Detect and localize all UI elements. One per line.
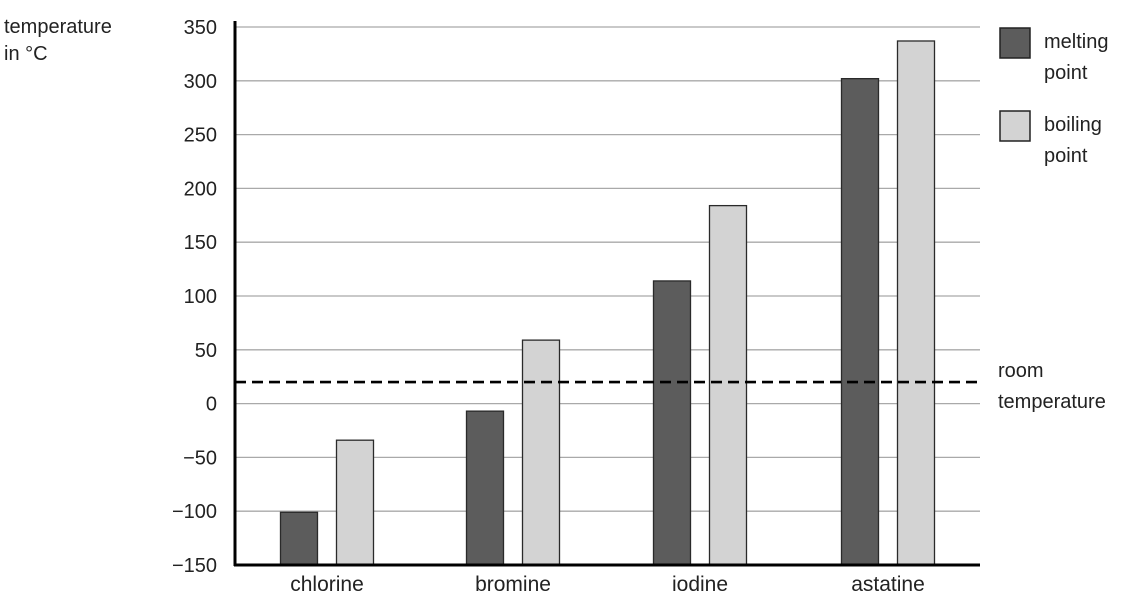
y-tick-label: 150 — [184, 232, 217, 254]
y-tick-label: 100 — [184, 286, 217, 308]
y-axis-label-line-2: in °C — [4, 43, 48, 65]
y-tick-label: 200 — [184, 178, 217, 200]
bar-melting-bromine — [465, 410, 505, 566]
legend-label-melting-line-1: melting — [1044, 31, 1108, 53]
bar-boiling-chlorine — [335, 439, 375, 566]
y-tick-label: −50 — [183, 447, 217, 469]
y-tick-labels: 350 300 250 200 150 100 50 0 −50 −100 −150 — [172, 17, 217, 577]
bar-melting-astatine — [840, 77, 880, 566]
y-tick-label: 50 — [195, 340, 217, 362]
x-category-label: bromine — [475, 573, 551, 596]
bar-boiling-astatine — [896, 40, 936, 566]
y-tick-label: 0 — [206, 394, 217, 416]
bar-boiling-bromine — [521, 339, 561, 566]
y-tick-label: −100 — [172, 501, 217, 523]
legend-label-boiling-line-1: boiling — [1044, 114, 1102, 136]
x-category-label: astatine — [851, 573, 925, 596]
bar-melting-chlorine — [279, 511, 319, 566]
y-tick-label: −150 — [172, 555, 217, 577]
y-axis-label-line-1: temperature — [4, 16, 112, 38]
x-category-label: iodine — [672, 573, 728, 596]
bar-melting-iodine — [652, 280, 692, 566]
legend-label-boiling-line-2: point — [1044, 145, 1088, 167]
y-tick-label: 350 — [184, 17, 217, 39]
y-tick-label: 250 — [184, 125, 217, 147]
legend-label-melting-line-2: point — [1044, 62, 1088, 84]
x-category-labels: chlorine bromine iodine astatine — [290, 573, 925, 596]
legend-swatch-melting — [999, 27, 1031, 59]
y-tick-label: 300 — [184, 71, 217, 93]
x-category-label: chlorine — [290, 573, 364, 596]
legend-swatch-boiling — [999, 110, 1031, 142]
room-temperature-label-line-1: room — [998, 360, 1044, 382]
room-temperature-label-line-2: temperature — [998, 391, 1106, 413]
bars — [279, 40, 936, 566]
bar-boiling-iodine — [708, 204, 748, 566]
